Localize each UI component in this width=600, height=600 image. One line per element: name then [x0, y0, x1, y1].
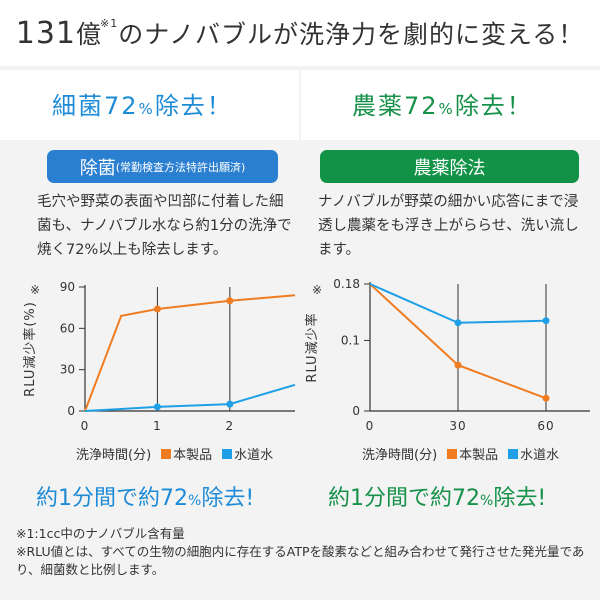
- data-point-tapwater: [153, 403, 161, 411]
- bacteria-summary: 約1分間で約72%除去!: [36, 480, 254, 512]
- pesticide-result-text: 農薬72: [352, 92, 439, 120]
- headline-note-mark: ※1: [100, 17, 119, 30]
- x-tick-label: 0: [81, 419, 90, 433]
- bacteria-result-heading: 細菌72%除去！: [52, 86, 233, 121]
- data-point-product: [542, 394, 550, 402]
- data-point-tapwater: [542, 317, 550, 325]
- x-tick-label: 60: [537, 419, 554, 433]
- pesticide-result-suffix: 除去！: [454, 92, 533, 120]
- sterilization-description: 毛穴や野菜の表面や凹部に付着した細菌も、ナノバブル水なら約1分の洗浄で焼く72%…: [37, 194, 292, 258]
- pesticide-summary-text: 約1分間で約72: [328, 486, 480, 511]
- y-tick-label: 90: [60, 280, 75, 294]
- pesticide-summary-pct: %: [480, 493, 494, 509]
- y-axis-label: RLU減少率(%): [22, 301, 38, 397]
- headline: 131億※1のナノバブルが洗浄力を劇的に変える！: [16, 15, 585, 51]
- x-tick-label: 1: [153, 419, 162, 433]
- pesticide-description: ナノバブルが野菜の細かい応答にまで浸透し農薬をも浮き上がららせ、洗い流します。: [318, 194, 579, 258]
- legend-swatch-product: [161, 448, 172, 459]
- data-point-tapwater: [454, 319, 462, 327]
- y-axis-label-mark: ※: [312, 283, 322, 297]
- sterilization-pill-label: 除菌: [79, 157, 116, 179]
- series-line-tapwater: [84, 383, 296, 412]
- y-tick-label: 60: [60, 321, 75, 335]
- legend-swatch-tapwater: [508, 448, 519, 459]
- pesticide-chart-legend: 洗浄時間(分) 本製品 水道水: [362, 444, 559, 463]
- y-tick-label: 0: [67, 404, 75, 418]
- bacteria-chart: RLU減少率(%) ※ 0 30 60 90 0 1 2: [22, 280, 296, 433]
- bacteria-result-suffix: 除去！: [154, 92, 233, 120]
- headline-rest: のナノバブルが洗浄力を劇的に変える！: [118, 20, 585, 49]
- legend-swatch-product: [447, 448, 458, 459]
- legend-xlabel: 洗浄時間(分): [362, 448, 438, 463]
- sterilization-pill-note: (常勤検査方法特許出願済): [115, 160, 246, 174]
- y-tick-label: 0.1: [341, 333, 360, 347]
- y-axis-label: RLU減少率: [304, 312, 320, 382]
- footnote-1: ※1:1cc中のナノバブル含有量: [16, 526, 185, 541]
- legend-swatch-tapwater: [222, 448, 233, 459]
- x-tick-label: 30: [449, 419, 466, 433]
- headline-unit: 億: [76, 20, 103, 49]
- data-point-product: [226, 297, 234, 305]
- y-axis-label-mark: ※: [30, 283, 40, 297]
- pesticide-summary-suffix: 除去!: [493, 486, 547, 511]
- legend-label-product: 本製品: [459, 448, 499, 463]
- pesticide-result-heading: 農薬72%除去！: [352, 86, 533, 121]
- pesticide-summary: 約1分間で約72%除去!: [328, 480, 546, 512]
- headline-number: 131: [15, 16, 76, 51]
- bacteria-result-pct: %: [138, 100, 155, 118]
- bacteria-summary-suffix: 除去!: [201, 486, 255, 511]
- data-point-product: [454, 361, 462, 369]
- data-point-product: [153, 305, 161, 313]
- bacteria-summary-pct: %: [188, 493, 202, 509]
- legend-label-tapwater: 水道水: [234, 448, 274, 463]
- result-strip-divider: [299, 70, 301, 140]
- bacteria-result-text: 細菌72: [52, 92, 139, 120]
- x-tick-label: 0: [366, 419, 375, 433]
- legend-xlabel: 洗浄時間(分): [76, 448, 152, 463]
- y-tick-label: 30: [60, 363, 75, 377]
- header: 131億※1のナノバブルが洗浄力を劇的に変える！: [0, 0, 600, 66]
- pesticide-chart: RLU減少率 ※ 0 0.1 0.18 0 30 60: [304, 277, 590, 433]
- legend-label-tapwater: 水道水: [520, 448, 560, 463]
- bacteria-summary-text: 約1分間で約72: [36, 486, 188, 511]
- data-point-tapwater: [226, 400, 234, 408]
- footnote-2: ※RLU値とは、すべての生物の細胞内に存在するATPを酸素などと組み合わせて発行…: [16, 544, 585, 577]
- pesticide-pill-label: 農薬除法: [413, 157, 486, 179]
- y-tick-label: 0.18: [333, 277, 360, 291]
- pesticide-result-pct: %: [438, 100, 455, 118]
- pesticide-pill: 農薬除法: [320, 150, 579, 183]
- legend-label-product: 本製品: [173, 448, 213, 463]
- y-tick-label: 0: [352, 404, 360, 418]
- sterilization-pill: 除菌 (常勤検査方法特許出願済): [47, 150, 278, 183]
- x-tick-label: 2: [226, 419, 235, 433]
- bacteria-chart-legend: 洗浄時間(分) 本製品 水道水: [76, 444, 273, 463]
